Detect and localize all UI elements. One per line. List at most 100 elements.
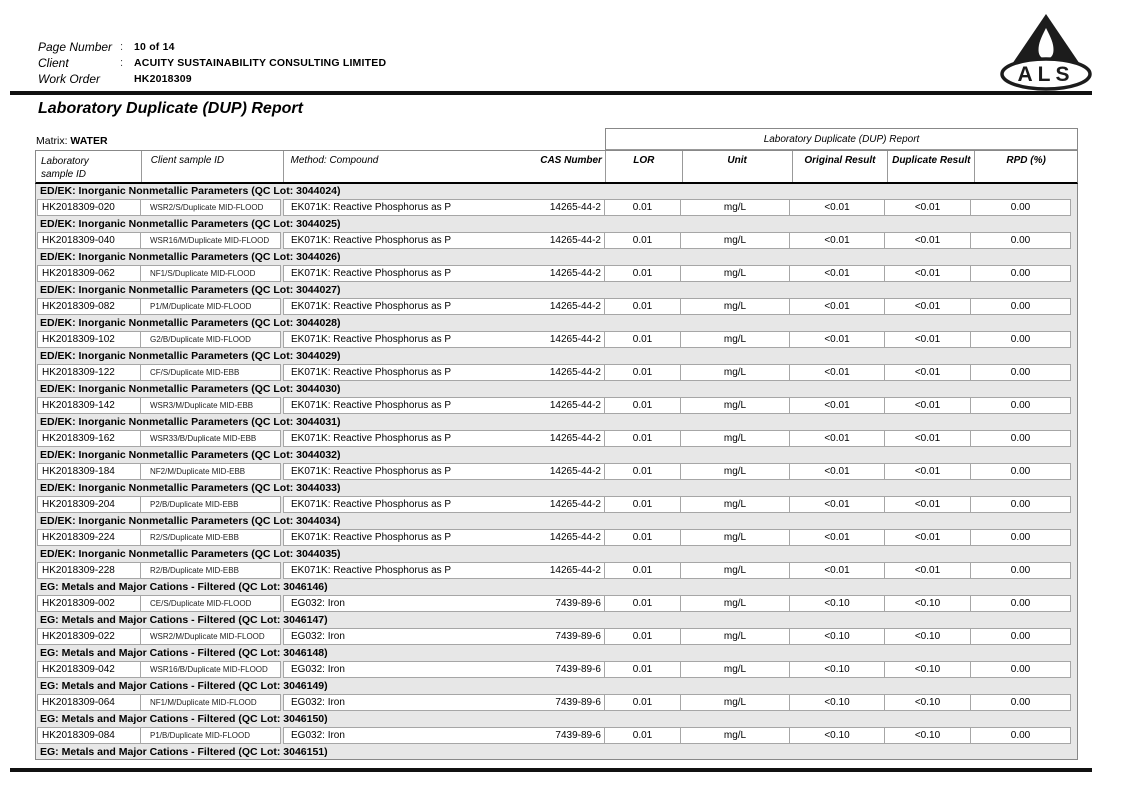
column-header-lab-sample-id: Laboratory sample ID (41, 156, 89, 180)
cell-rpd: 0.00 (970, 628, 1071, 645)
section-header: ED/EK: Inorganic Nonmetallic Parameters … (36, 514, 1077, 528)
table-row: HK2018309-228 R2/B/Duplicate MID-EBB EK0… (36, 561, 1077, 580)
cell-duplicate-result: <0.01 (884, 463, 971, 480)
cell-cas-number: 14265-44-2 (549, 235, 601, 246)
cell-client-sample-id: P1/M/Duplicate MID-FLOOD (140, 298, 281, 315)
cell-cas-number: 14265-44-2 (549, 202, 601, 213)
cell-client-sample-id: NF2/M/Duplicate MID-EBB (140, 463, 281, 480)
table-row: HK2018309-020 WSR2/S/Duplicate MID-FLOOD… (36, 198, 1077, 217)
cell-method-cas: EG032: Iron 7439-89-6 (283, 694, 605, 711)
cell-original-result: <0.01 (789, 397, 885, 414)
meta-label: Client (38, 56, 69, 70)
cell-original-result: <0.01 (789, 232, 885, 249)
cell-original-result: <0.01 (789, 562, 885, 579)
cell-method: EK071K: Reactive Phosphorus as P (291, 367, 452, 378)
meta-label: Work Order (38, 72, 101, 86)
cell-method-cas: EK071K: Reactive Phosphorus as P 14265-4… (283, 463, 605, 480)
cell-lab-sample-id: HK2018309-042 (37, 661, 141, 678)
cell-lor: 0.01 (604, 199, 681, 216)
cell-original-result: <0.10 (789, 694, 885, 711)
cell-original-result: <0.01 (789, 265, 885, 282)
cell-method-cas: EG032: Iron 7439-89-6 (283, 727, 605, 744)
section-header: ED/EK: Inorganic Nonmetallic Parameters … (36, 217, 1077, 231)
cell-duplicate-result: <0.10 (884, 727, 971, 744)
cell-cas-number: 14265-44-2 (549, 400, 601, 411)
cell-cas-number: 7439-89-6 (555, 730, 601, 741)
cell-client-sample-id: WSR3/M/Duplicate MID-EBB (140, 397, 281, 414)
cell-rpd: 0.00 (970, 364, 1071, 381)
section-header: EG: Metals and Major Cations - Filtered … (36, 679, 1077, 693)
cell-lor: 0.01 (604, 562, 681, 579)
section-header: ED/EK: Inorganic Nonmetallic Parameters … (36, 349, 1077, 363)
cell-lor: 0.01 (604, 529, 681, 546)
cell-rpd: 0.00 (970, 727, 1071, 744)
als-logo-icon: ALS (998, 12, 1094, 92)
table-row: HK2018309-184 NF2/M/Duplicate MID-EBB EK… (36, 462, 1077, 481)
cell-unit: mg/L (680, 265, 790, 282)
cell-client-sample-id: WSR33/B/Duplicate MID-EBB (140, 430, 281, 447)
cell-client-sample-id: WSR2/S/Duplicate MID-FLOOD (140, 199, 281, 216)
cell-duplicate-result: <0.10 (884, 661, 971, 678)
cell-unit: mg/L (680, 727, 790, 744)
column-header-unit: Unit (681, 151, 792, 182)
cell-rpd: 0.00 (970, 595, 1071, 612)
cell-rpd: 0.00 (970, 199, 1071, 216)
column-header-method: Method: Compound (290, 155, 379, 166)
cell-client-sample-id: CE/S/Duplicate MID-FLOOD (140, 595, 281, 612)
cell-rpd: 0.00 (970, 430, 1071, 447)
cell-client-sample-id: R2/S/Duplicate MID-EBB (140, 529, 281, 546)
cell-method-cas: EK071K: Reactive Phosphorus as P 14265-4… (283, 199, 605, 216)
cell-cas-number: 14265-44-2 (549, 367, 601, 378)
cell-method: EK071K: Reactive Phosphorus as P (291, 268, 452, 279)
cell-duplicate-result: <0.01 (884, 562, 971, 579)
logo-text: ALS (1018, 63, 1075, 86)
cell-unit: mg/L (680, 364, 790, 381)
cell-duplicate-result: <0.01 (884, 430, 971, 447)
column-header-original-result: Original Result (791, 151, 888, 182)
cell-method-cas: EG032: Iron 7439-89-6 (283, 661, 605, 678)
footer-divider (10, 768, 1092, 772)
cell-original-result: <0.01 (789, 364, 885, 381)
cell-unit: mg/L (680, 595, 790, 612)
meta-value-client: ACUITY SUSTAINABILITY CONSULTING LIMITED (134, 57, 387, 69)
cell-lab-sample-id: HK2018309-184 (37, 463, 141, 480)
cell-unit: mg/L (680, 199, 790, 216)
cell-cas-number: 14265-44-2 (549, 466, 601, 477)
cell-duplicate-result: <0.01 (884, 199, 971, 216)
table-row: HK2018309-224 R2/S/Duplicate MID-EBB EK0… (36, 528, 1077, 547)
cell-lor: 0.01 (604, 463, 681, 480)
cell-method-cas: EK071K: Reactive Phosphorus as P 14265-4… (283, 331, 605, 348)
meta-row-work-order: Work Order HK2018309 (38, 71, 386, 87)
cell-unit: mg/L (680, 397, 790, 414)
meta-row-client: Client : ACUITY SUSTAINABILITY CONSULTIN… (38, 55, 386, 71)
meta-separator: : (120, 41, 124, 53)
cell-lab-sample-id: HK2018309-228 (37, 562, 141, 579)
column-header-lor: LOR (604, 151, 682, 182)
meta-row-page-number: Page Number : 10 of 14 (38, 39, 386, 55)
cell-method-cas: EK071K: Reactive Phosphorus as P 14265-4… (283, 298, 605, 315)
cell-lab-sample-id: HK2018309-022 (37, 628, 141, 645)
section-header: ED/EK: Inorganic Nonmetallic Parameters … (36, 547, 1077, 561)
cell-method: EK071K: Reactive Phosphorus as P (291, 532, 452, 543)
cell-original-result: <0.10 (789, 661, 885, 678)
table-row: HK2018309-084 P1/B/Duplicate MID-FLOOD E… (36, 726, 1077, 745)
cell-method: EG032: Iron (291, 730, 345, 741)
cell-original-result: <0.10 (789, 595, 885, 612)
cell-unit: mg/L (680, 430, 790, 447)
header-divider (10, 91, 1092, 95)
cell-original-result: <0.01 (789, 463, 885, 480)
cell-original-result: <0.01 (789, 430, 885, 447)
cell-lab-sample-id: HK2018309-204 (37, 496, 141, 513)
cell-rpd: 0.00 (970, 463, 1071, 480)
cell-unit: mg/L (680, 298, 790, 315)
cell-cas-number: 14265-44-2 (549, 532, 601, 543)
cell-cas-number: 14265-44-2 (549, 565, 601, 576)
cell-method: EK071K: Reactive Phosphorus as P (291, 235, 452, 246)
section-header: EG: Metals and Major Cations - Filtered … (36, 580, 1077, 594)
cell-client-sample-id: NF1/M/Duplicate MID-FLOOD (140, 694, 281, 711)
section-header: ED/EK: Inorganic Nonmetallic Parameters … (36, 283, 1077, 297)
cell-lor: 0.01 (604, 232, 681, 249)
cell-lor: 0.01 (604, 397, 681, 414)
cell-method-cas: EK071K: Reactive Phosphorus as P 14265-4… (283, 397, 605, 414)
